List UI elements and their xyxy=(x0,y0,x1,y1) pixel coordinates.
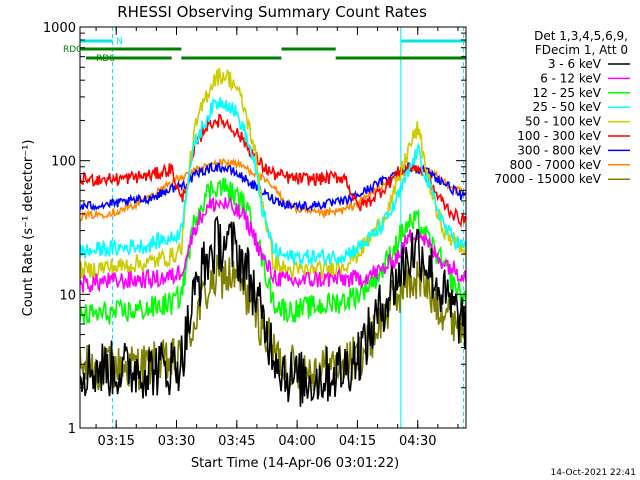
legend-label: 300 - 800 keV xyxy=(517,143,601,157)
series-line-3 xyxy=(80,97,466,267)
series-line-0 xyxy=(80,215,466,407)
flag-label-rd0: RD0 xyxy=(63,45,82,55)
axis-layer: RD0 03:15 03:30 03:45 04:00 04:15 04:30 1 10 100 1… xyxy=(43,21,466,449)
y-tick-label: 1000 xyxy=(43,21,76,36)
y-axis-label: Count Rate (s⁻¹ detector⁻¹) xyxy=(21,140,36,317)
legend: Det 1,3,4,5,6,9,FDecim 1, Att 03 - 6 keV… xyxy=(494,29,630,186)
legend-label: 3 - 6 keV xyxy=(548,57,602,71)
chart-title: RHESSI Observing Summary Count Rates xyxy=(117,3,427,21)
flag-label-rd6: RD6 xyxy=(96,54,115,64)
legend-label: 25 - 50 keV xyxy=(533,100,602,114)
legend-label: 7000 - 15000 keV xyxy=(494,172,601,186)
legend-label: 50 - 100 keV xyxy=(525,115,602,129)
x-tick-label: 04:15 xyxy=(339,434,376,449)
x-tick-label: 03:45 xyxy=(218,434,255,449)
x-tick-label: 04:30 xyxy=(399,434,436,449)
x-tick-label: 04:00 xyxy=(278,434,315,449)
legend-label: 100 - 300 keV xyxy=(517,129,601,143)
x-axis-label: Start Time (14-Apr-06 03:01:22) xyxy=(191,456,399,471)
series-line-4 xyxy=(80,67,466,281)
series-line-1 xyxy=(80,195,466,293)
legend-label: 6 - 12 keV xyxy=(540,71,602,85)
y-tick-label: 10 xyxy=(59,288,76,303)
footer-timestamp: 14-Oct-2021 22:41 xyxy=(551,468,636,478)
x-tick-label: 03:30 xyxy=(158,434,195,449)
flag-label-night: N xyxy=(116,37,123,47)
x-tick-label: 03:15 xyxy=(97,434,134,449)
y-tick-label: 100 xyxy=(51,155,76,170)
y-tick-label: 1 xyxy=(68,422,76,437)
legend-header: Det 1,3,4,5,6,9, xyxy=(534,29,628,43)
series-line-2 xyxy=(80,178,466,325)
legend-label: 12 - 25 keV xyxy=(533,86,602,100)
legend-label: 800 - 7000 keV xyxy=(510,158,602,172)
plot-frame xyxy=(79,26,467,429)
legend-header: FDecim 1, Att 0 xyxy=(535,43,628,57)
